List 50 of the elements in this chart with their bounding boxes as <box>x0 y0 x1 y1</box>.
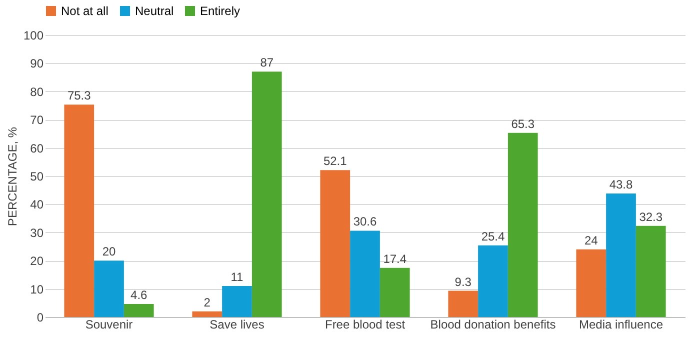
x-tick-label: Souvenir <box>85 318 133 332</box>
y-tick-label: 30 <box>30 226 44 240</box>
bar <box>576 249 606 317</box>
data-label: 24 <box>584 233 598 248</box>
bar <box>252 72 282 317</box>
bar <box>636 226 666 317</box>
data-label: 87 <box>260 56 274 70</box>
y-tick-label: 0 <box>36 310 44 324</box>
data-label: 75.3 <box>67 88 92 103</box>
data-label: 20 <box>102 244 116 259</box>
bar <box>192 311 222 317</box>
x-tick-label: Free blood test <box>324 318 406 332</box>
bar <box>124 304 154 317</box>
y-tick-label: 100 <box>23 28 44 42</box>
bar <box>350 230 380 317</box>
bar <box>94 260 124 317</box>
bar <box>508 132 538 317</box>
data-label: 11 <box>230 270 244 284</box>
bar <box>320 170 350 317</box>
legend-label: Entirely <box>200 4 240 18</box>
legend-label: Neutral <box>135 4 174 18</box>
data-label: 4.6 <box>130 288 148 302</box>
data-label: 52.1 <box>323 154 348 168</box>
y-tick-label: 10 <box>30 282 44 296</box>
data-label: 2 <box>204 295 211 310</box>
data-label: 17.4 <box>383 252 407 266</box>
data-label: 65.3 <box>511 116 535 131</box>
y-tick-label: 20 <box>30 254 44 268</box>
bar <box>448 290 478 317</box>
data-label: 9.3 <box>454 274 472 289</box>
data-label: 30.6 <box>353 214 377 229</box>
x-tick-label: Blood donation benefits <box>430 318 556 332</box>
bar <box>478 245 508 317</box>
bar <box>606 193 636 317</box>
y-tick-label: 90 <box>30 56 44 71</box>
data-label: 43.8 <box>609 177 633 192</box>
data-label: 32.3 <box>639 210 663 224</box>
x-tick-label: Media influence <box>578 318 664 332</box>
y-tick-label: 40 <box>30 198 44 212</box>
legend-label: Not at all <box>61 4 108 18</box>
bar <box>64 104 94 317</box>
y-tick-label: 60 <box>30 141 44 156</box>
y-tick-label: 80 <box>30 84 44 99</box>
y-axis-title: PERCENTAGE, % <box>5 126 20 226</box>
y-tick-label: 70 <box>30 113 44 128</box>
y-tick-label: 50 <box>30 170 44 184</box>
data-label: 25.4 <box>481 229 505 244</box>
bar <box>380 268 410 317</box>
bar <box>222 286 252 317</box>
x-tick-label: Save lives <box>210 318 264 332</box>
